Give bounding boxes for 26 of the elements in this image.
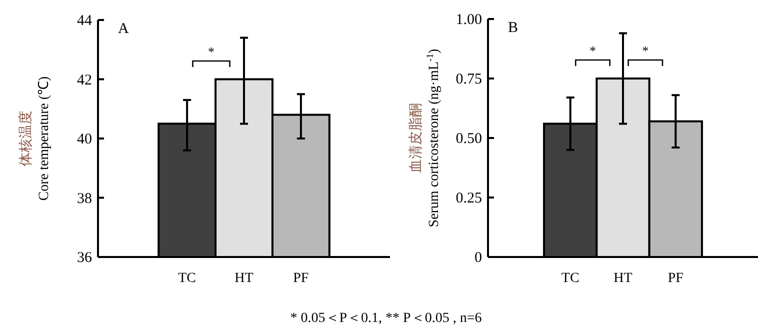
significance-bracket: * [192, 44, 230, 67]
annotation: * [642, 43, 649, 58]
y-tick-label: 40 [77, 132, 92, 148]
y-axis-title: 体核温度 Core temperature (℃) [18, 76, 52, 201]
x-tick-label: TC [561, 271, 580, 286]
y-tick-label: 42 [77, 72, 92, 88]
y-tick-label: 0 [474, 250, 482, 266]
x-tick-label: PF [668, 271, 684, 286]
x-tick-label: HT [614, 271, 633, 286]
x-tick-label: PF [293, 271, 309, 286]
y-tick-label: 36 [77, 250, 92, 266]
significance-bracket: * [574, 43, 610, 66]
y-tick-label: 0.25 [456, 190, 482, 206]
text: * 0.05＜P＜0.1, ** P＜0.05 , n=6 [290, 311, 482, 326]
x-tick-label: HT [234, 271, 254, 286]
y-tick-label: 1.00 [456, 12, 482, 28]
x-tick-label: TC [178, 271, 196, 286]
annotation: * [208, 44, 215, 59]
chart-title: B [508, 20, 518, 36]
y-tick-label: 0.75 [456, 72, 482, 88]
y-tick-label: 38 [77, 190, 92, 207]
y-tick-label: 44 [77, 13, 92, 29]
y-tick-label: 0.50 [456, 131, 482, 147]
chart-title: A [118, 21, 129, 37]
significance-bracket: * [628, 43, 664, 66]
annotation: * [589, 43, 596, 58]
